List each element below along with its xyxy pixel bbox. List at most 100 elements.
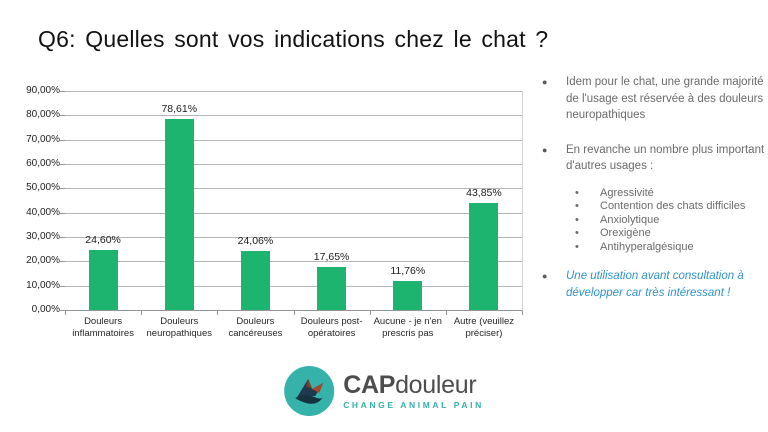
bar-value-label: 24,06%: [237, 235, 274, 248]
y-tick-label: 70,00%: [26, 133, 60, 145]
bar-column: 78,61%: [141, 91, 217, 310]
gridline: [65, 212, 522, 214]
bar: [164, 118, 194, 310]
gridline: [65, 285, 522, 287]
bar-column: 43,85%: [446, 91, 522, 310]
logo-brand-bold: CAP: [343, 370, 396, 399]
bar-value-label: 11,76%: [390, 265, 426, 278]
bar-value-label: 17,65%: [313, 251, 350, 264]
list-item: • Antihyperalgésique: [575, 241, 768, 255]
bar: [469, 203, 499, 310]
bars-row: 24,60% 78,61% 24,06% 17,65% 11,76% 43,85%: [65, 91, 522, 310]
y-axis-ticks: [60, 91, 65, 311]
bar: [88, 250, 118, 310]
capdouleur-logo-mark: [284, 366, 335, 416]
y-tick: [60, 236, 65, 238]
page-title: Q6: Quelles sont vos indications chez le…: [38, 26, 549, 52]
y-tick-label: 50,00%: [26, 182, 60, 194]
x-category-label: Douleurs inflammatoires: [72, 316, 134, 339]
bullet-icon: ●: [542, 77, 548, 87]
y-tick-label: 10,00%: [26, 279, 60, 291]
y-tick: [60, 261, 65, 263]
bullet-icon: ●: [542, 271, 548, 281]
bullet-icon: ●: [542, 144, 548, 155]
bar: [317, 267, 347, 310]
note-bullet: ● Idem pour le chat, une grande majorité…: [542, 74, 768, 124]
x-category-label: Aucune - je n'en prescris pas: [373, 316, 442, 339]
gridline: [65, 115, 522, 117]
sub-bullet-icon: •: [575, 213, 579, 226]
list-item: • Anxiolytique: [575, 214, 768, 228]
capdouleur-logo: CAPdouleur CHANGE ANIMAL PAIN: [284, 366, 484, 416]
sub-item-text: Agressivité: [600, 186, 654, 199]
note-text: En revanche un nombre plus important d'a…: [566, 143, 765, 173]
y-tick: [60, 285, 65, 287]
list-item: • Contention des chats difficiles: [575, 200, 768, 214]
x-axis-labels: Douleurs inflammatoires Douleurs neuropat…: [65, 316, 522, 339]
y-tick-label: 60,00%: [26, 157, 60, 169]
list-item: • Agressivité: [575, 187, 768, 201]
x-tick: [522, 311, 523, 315]
x-tick: [65, 311, 66, 315]
gridline: [65, 163, 522, 165]
bar-value-label: 43,85%: [466, 187, 502, 200]
y-tick: [60, 139, 65, 141]
x-tick: [293, 311, 295, 315]
note-text: Idem pour le chat, une grande majorité d…: [566, 76, 764, 121]
y-tick: [60, 115, 65, 117]
x-tick: [445, 311, 447, 315]
gridline: [65, 91, 522, 92]
sub-bullet-icon: •: [575, 186, 579, 199]
y-tick-label: 90,00%: [26, 85, 60, 96]
y-tick: [60, 310, 65, 311]
y-tick-label: 40,00%: [26, 206, 60, 218]
note-bullet-highlight: ● Une utilisation avant consultation à d…: [542, 268, 768, 301]
x-category-label: Autre (veuillez préciser): [453, 316, 515, 339]
y-tick: [60, 212, 65, 214]
list-item: • Orexigène: [575, 227, 768, 241]
x-axis-ticks: [65, 311, 523, 315]
bar: [393, 281, 423, 310]
bar-column: 11,76%: [370, 91, 446, 310]
sub-bullet-icon: •: [575, 200, 579, 212]
bar-value-label: 24,60%: [85, 234, 121, 247]
logo-brand-rest: douleur: [395, 370, 477, 399]
gridline: [65, 139, 522, 141]
logo-brand: CAPdouleur: [343, 370, 484, 399]
logo-text: CAPdouleur CHANGE ANIMAL PAIN: [343, 370, 484, 410]
x-tick: [141, 311, 143, 315]
x-tick: [369, 311, 371, 315]
y-tick-label: 80,00%: [26, 109, 60, 121]
bar-column: 24,06%: [217, 91, 293, 310]
logo-tagline: CHANGE ANIMAL PAIN: [343, 399, 484, 410]
bar-value-label: 78,61%: [161, 102, 198, 115]
gridline: [65, 188, 522, 190]
x-category-label: Douleurs neuropathiques: [146, 316, 213, 339]
sub-item-text: Contention des chats difficiles: [600, 200, 746, 212]
sub-item-text: Anxiolytique: [600, 213, 660, 226]
note-sub-list: • Agressivité • Contention des chats dif…: [542, 187, 768, 255]
x-tick: [217, 311, 219, 315]
y-tick: [60, 163, 65, 165]
plot-area: 24,60% 78,61% 24,06% 17,65% 11,76% 43,85%: [65, 91, 523, 311]
y-tick-label: 0,00%: [31, 304, 60, 315]
y-tick-label: 20,00%: [26, 255, 60, 267]
x-category-label: Douleurs cancéreuses: [228, 316, 283, 339]
sub-item-text: Orexigène: [600, 227, 651, 239]
note-text-highlight: Une utilisation avant consultation à dév…: [566, 270, 744, 299]
bar-column: 17,65%: [294, 91, 370, 310]
bar: [240, 251, 270, 310]
x-category-label: Douleurs post-opératoires: [300, 316, 363, 339]
y-tick: [60, 188, 65, 190]
sub-bullet-icon: •: [575, 240, 579, 253]
gridline: [65, 236, 522, 238]
sub-item-text: Antihyperalgésique: [600, 240, 694, 253]
bar-column: 24,60%: [65, 91, 141, 310]
y-tick-label: 30,00%: [26, 230, 60, 242]
y-tick: [60, 91, 65, 92]
note-bullet: ● En revanche un nombre plus important d…: [542, 142, 768, 175]
y-axis-labels: 0,00% 10,00% 20,00% 30,00% 40,00% 50,00% 60,00…: [8, 85, 60, 315]
sub-bullet-icon: •: [575, 227, 579, 239]
origami-animal-icon: [295, 379, 324, 404]
